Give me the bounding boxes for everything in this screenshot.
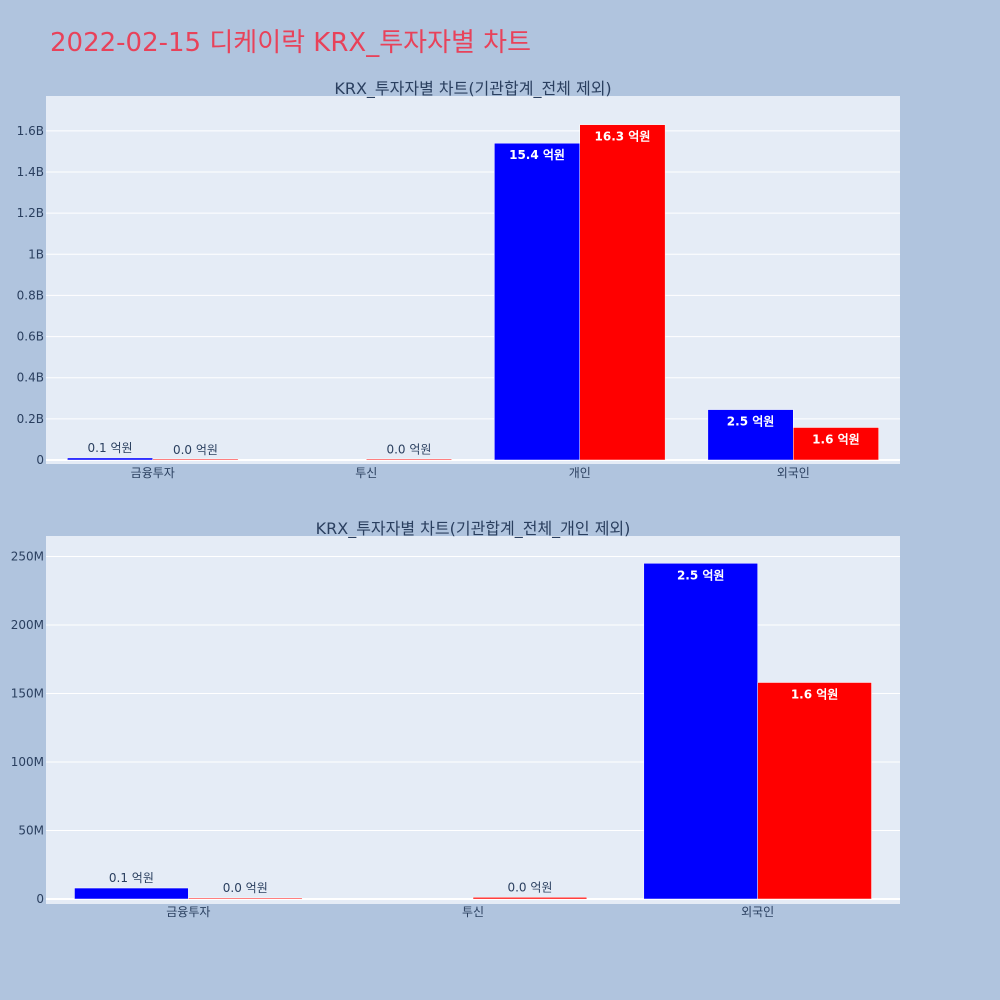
data-label: 2.5 억원: [727, 415, 775, 429]
data-label: 0.1 억원: [88, 441, 133, 455]
data-label: 0.1 억원: [109, 871, 154, 885]
y-tick-label: 0: [36, 892, 44, 906]
data-label: 0.0 억원: [223, 881, 268, 895]
data-label: 0.0 억원: [386, 443, 431, 457]
data-label: 1.6 억원: [791, 688, 839, 702]
bar: [152, 458, 239, 461]
x-tick-label: 투신: [462, 905, 484, 919]
x-tick-label: 외국인: [741, 905, 774, 919]
y-tick-label: 1.6B: [17, 124, 44, 138]
y-tick-label: 150M: [11, 686, 44, 700]
data-label: 0.0 억원: [173, 443, 218, 457]
data-label: 2.5 억원: [677, 568, 725, 582]
bar: [494, 142, 581, 461]
data-label: 1.6 억원: [812, 432, 860, 446]
data-label: 16.3 억원: [595, 130, 651, 144]
y-tick-label: 0.4B: [17, 371, 44, 385]
y-tick-label: 50M: [18, 823, 44, 837]
chart-1: 0 0.2B 0.4B 0.6B 0.8B 1B 1.2B 1.4B 1.6B KRX_투자자별 …: [17, 79, 900, 480]
y-tick-label: 200M: [11, 618, 44, 632]
y-tick-label: 0: [36, 453, 44, 467]
bar: [707, 409, 794, 461]
x-tick-label: 외국인: [777, 466, 810, 480]
y-tick-label: 1B: [28, 247, 44, 261]
x-tick-label: 개인: [569, 466, 591, 480]
page-title: 2022-02-15 디케이락 KRX_투자자별 차트: [50, 28, 532, 58]
bar: [579, 124, 666, 461]
x-tick-label: 금융투자: [166, 905, 210, 919]
chart-title: KRX_투자자별 차트(기관합계_전체_개인 제외): [316, 519, 631, 539]
y-tick-label: 250M: [11, 549, 44, 563]
y-tick-label: 1.2B: [17, 206, 44, 220]
bar: [757, 682, 872, 900]
bar: [366, 458, 452, 461]
bar: [643, 563, 758, 900]
data-label: 0.0 억원: [507, 880, 552, 894]
y-tick-label: 0.6B: [17, 330, 44, 344]
bar: [74, 887, 189, 900]
chart-2: 0 50M 100M 150M 200M 250M KRX_투자자별 차트(기관합계_전체_…: [11, 519, 900, 919]
data-label: 15.4 억원: [509, 148, 565, 162]
y-tick-label: 0.2B: [17, 412, 44, 426]
bar: [67, 457, 153, 461]
y-tick-label: 100M: [11, 755, 44, 769]
y-tick-label: 0.8B: [17, 288, 44, 302]
x-tick-label: 투신: [355, 466, 377, 480]
bar: [472, 897, 588, 900]
x-tick-label: 금융투자: [131, 466, 175, 480]
plot-area: [46, 96, 900, 464]
bar: [188, 897, 303, 900]
y-tick-label: 1.4B: [17, 165, 44, 179]
chart-title: KRX_투자자별 차트(기관합계_전체 제외): [334, 79, 611, 99]
bar: [793, 427, 879, 461]
